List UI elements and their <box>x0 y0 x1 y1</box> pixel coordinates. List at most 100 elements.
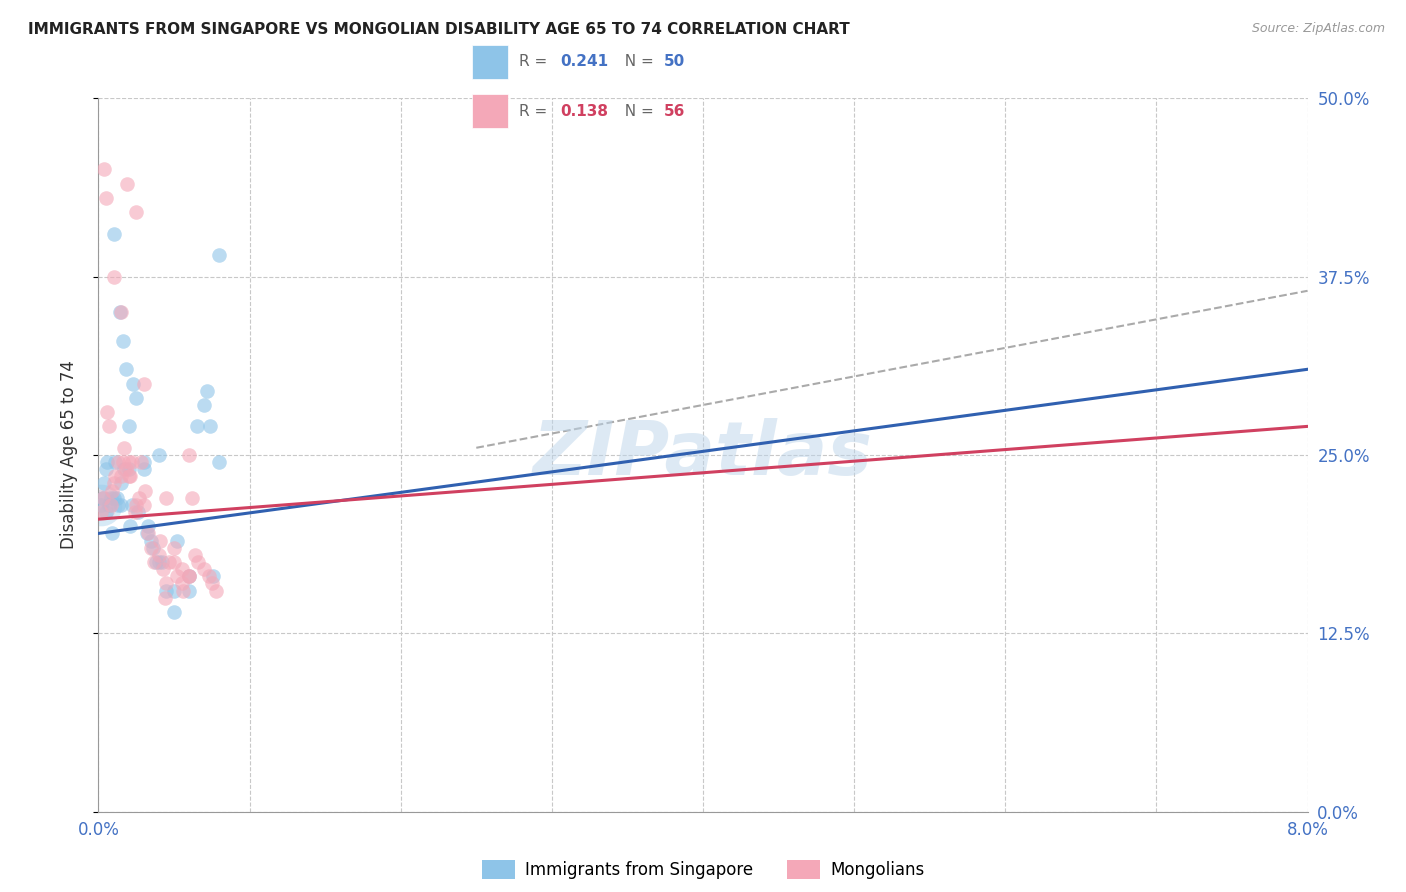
Point <box>96 405 118 419</box>
Point <box>181 491 204 505</box>
Point <box>110 469 132 483</box>
Point <box>100 498 122 512</box>
Point <box>143 555 166 569</box>
Point <box>120 519 142 533</box>
Point <box>148 555 170 569</box>
Point <box>186 419 208 434</box>
Point <box>90 498 112 512</box>
Point <box>179 569 201 583</box>
Legend: Immigrants from Singapore, Mongolians: Immigrants from Singapore, Mongolians <box>475 853 931 886</box>
Point <box>110 476 132 491</box>
Point <box>172 583 194 598</box>
FancyBboxPatch shape <box>472 45 508 78</box>
Point <box>101 483 124 498</box>
Y-axis label: Disability Age 65 to 74: Disability Age 65 to 74 <box>59 360 77 549</box>
Text: 0.138: 0.138 <box>560 103 607 119</box>
Point <box>170 576 193 591</box>
Point <box>111 334 134 348</box>
Point <box>104 455 127 469</box>
Point <box>148 448 170 462</box>
Point <box>125 391 148 405</box>
Point <box>118 455 141 469</box>
Point <box>120 469 142 483</box>
Point <box>91 491 114 505</box>
Point <box>184 548 207 562</box>
Point <box>141 541 163 555</box>
Point <box>112 462 135 476</box>
Point <box>100 491 122 505</box>
Point <box>187 555 209 569</box>
Point <box>105 491 128 505</box>
Point <box>136 526 159 541</box>
Point <box>129 455 152 469</box>
Point <box>155 491 177 505</box>
Point <box>163 583 186 598</box>
Point <box>108 305 131 319</box>
Point <box>91 491 114 505</box>
Point <box>121 455 143 469</box>
Text: 56: 56 <box>664 103 686 119</box>
FancyBboxPatch shape <box>472 95 508 128</box>
Point <box>197 569 219 583</box>
Point <box>114 462 136 476</box>
Point <box>125 498 148 512</box>
Point <box>163 605 186 619</box>
Point <box>132 498 155 512</box>
Point <box>132 455 155 469</box>
Point <box>90 505 112 519</box>
Point <box>141 533 163 548</box>
Point <box>166 569 188 583</box>
Point <box>93 476 115 491</box>
Point <box>118 462 141 476</box>
Point <box>101 526 124 541</box>
Point <box>103 476 125 491</box>
Point <box>96 455 118 469</box>
Point <box>90 498 112 512</box>
Point <box>193 398 215 412</box>
Point <box>208 248 231 262</box>
Point <box>127 505 149 519</box>
Point <box>145 555 167 569</box>
Point <box>163 541 186 555</box>
Point <box>128 491 150 505</box>
Point <box>166 533 188 548</box>
Point <box>148 548 170 562</box>
Text: 0.241: 0.241 <box>560 54 607 70</box>
Point <box>90 498 112 512</box>
Text: IMMIGRANTS FROM SINGAPORE VS MONGOLIAN DISABILITY AGE 65 TO 74 CORRELATION CHART: IMMIGRANTS FROM SINGAPORE VS MONGOLIAN D… <box>28 22 849 37</box>
Point <box>150 555 173 569</box>
Point <box>125 205 148 219</box>
Point <box>132 376 155 391</box>
Point <box>124 505 146 519</box>
Text: 50: 50 <box>664 54 685 70</box>
Point <box>155 583 177 598</box>
Point <box>94 191 117 205</box>
Point <box>104 469 127 483</box>
Point <box>94 505 117 519</box>
Point <box>98 498 121 512</box>
Point <box>94 462 117 476</box>
Point <box>179 569 201 583</box>
Point <box>111 455 134 469</box>
Point <box>134 483 156 498</box>
Point <box>93 162 115 177</box>
Point <box>152 562 174 576</box>
Point <box>159 555 181 569</box>
Point <box>98 419 121 434</box>
Point <box>202 569 225 583</box>
Point <box>205 583 228 598</box>
Point <box>153 591 176 605</box>
Point <box>142 541 165 555</box>
Point <box>195 384 218 398</box>
Point <box>122 376 145 391</box>
Point <box>121 498 143 512</box>
Point <box>132 462 155 476</box>
Text: R =: R = <box>519 54 553 70</box>
Point <box>208 455 231 469</box>
Point <box>103 269 125 284</box>
Point <box>201 576 224 591</box>
Text: ZIPatlas: ZIPatlas <box>533 418 873 491</box>
Point <box>170 562 193 576</box>
Point <box>103 491 125 505</box>
Point <box>118 469 141 483</box>
